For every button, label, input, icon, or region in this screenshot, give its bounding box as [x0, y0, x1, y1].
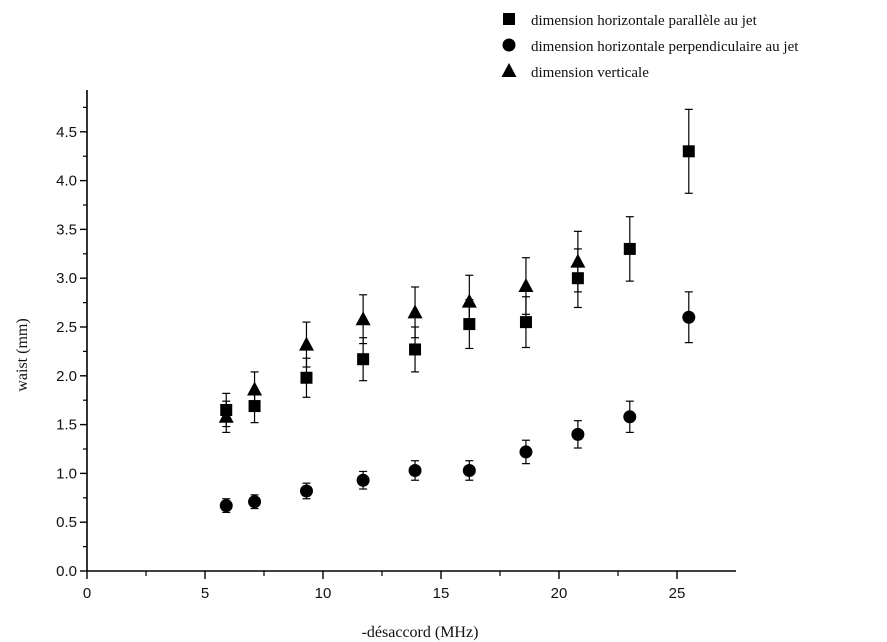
- data-point: [219, 499, 233, 513]
- legend: dimension horizontale parallèle au jet di…: [501, 13, 799, 81]
- legend-marker: [503, 13, 515, 25]
- data-point: [682, 145, 695, 158]
- x-tick-label: 5: [201, 585, 209, 602]
- x-tick-label: 0: [83, 585, 91, 602]
- data-point: [518, 278, 534, 293]
- series-circle: [219, 291, 696, 514]
- x-tick-label: 20: [551, 585, 568, 602]
- data-point: [623, 242, 636, 255]
- legend-marker: [502, 38, 516, 52]
- legend-label: dimension horizontale perpendiculaire au…: [531, 39, 799, 55]
- legend-label: dimension horizontale parallèle au jet: [531, 13, 758, 29]
- data-point: [570, 253, 586, 268]
- data-point: [409, 343, 422, 356]
- data-point: [247, 381, 263, 396]
- x-tick-label: 10: [315, 585, 332, 602]
- data-point: [355, 311, 371, 326]
- y-tick-label: 3.5: [56, 221, 77, 238]
- data-point: [356, 473, 370, 487]
- data-point: [682, 310, 696, 324]
- legend-item: dimension horizontale perpendiculaire au…: [502, 38, 799, 55]
- series-square: [220, 108, 695, 428]
- x-tick-label: 25: [669, 585, 686, 602]
- data-point: [248, 495, 262, 509]
- data-point: [357, 353, 370, 366]
- x-axis: 0 5 10 15 20 25: [83, 570, 736, 602]
- data-point: [519, 316, 532, 329]
- data-point: [299, 484, 313, 498]
- legend-marker: [501, 63, 517, 77]
- data-point: [623, 410, 637, 424]
- data-point: [461, 293, 477, 308]
- data-point: [462, 463, 476, 477]
- x-axis-label: -désaccord (MHz): [362, 624, 479, 641]
- x-tick-label: 15: [433, 585, 450, 602]
- legend-label: dimension verticale: [531, 65, 649, 81]
- data-point: [519, 445, 533, 459]
- data-point: [407, 304, 423, 319]
- legend-item: dimension horizontale parallèle au jet: [503, 13, 758, 29]
- y-tick-label: 4.0: [56, 173, 77, 190]
- data-point: [300, 371, 313, 384]
- data-point: [571, 427, 585, 441]
- y-tick-label: 2.0: [56, 368, 77, 385]
- legend-item: dimension verticale: [501, 63, 649, 81]
- y-tick-label: 4.5: [56, 124, 77, 141]
- plot-area: [218, 108, 696, 514]
- y-axis: 0.0 0.5 1.0 1.5 2.0 2.5 3.0 3.5 4.0 4.5: [56, 90, 88, 580]
- y-tick-label: 1.5: [56, 417, 77, 434]
- y-tick-label: 0.5: [56, 514, 77, 531]
- data-point: [218, 408, 234, 423]
- y-tick-label: 2.5: [56, 319, 77, 336]
- y-tick-label: 0.0: [56, 563, 77, 580]
- y-axis-label: waist (mm): [14, 318, 31, 391]
- y-tick-label: 3.0: [56, 270, 77, 287]
- series-triangle: [218, 230, 586, 434]
- data-point: [408, 463, 422, 477]
- y-tick-label: 1.0: [56, 465, 77, 482]
- data-point: [298, 336, 314, 351]
